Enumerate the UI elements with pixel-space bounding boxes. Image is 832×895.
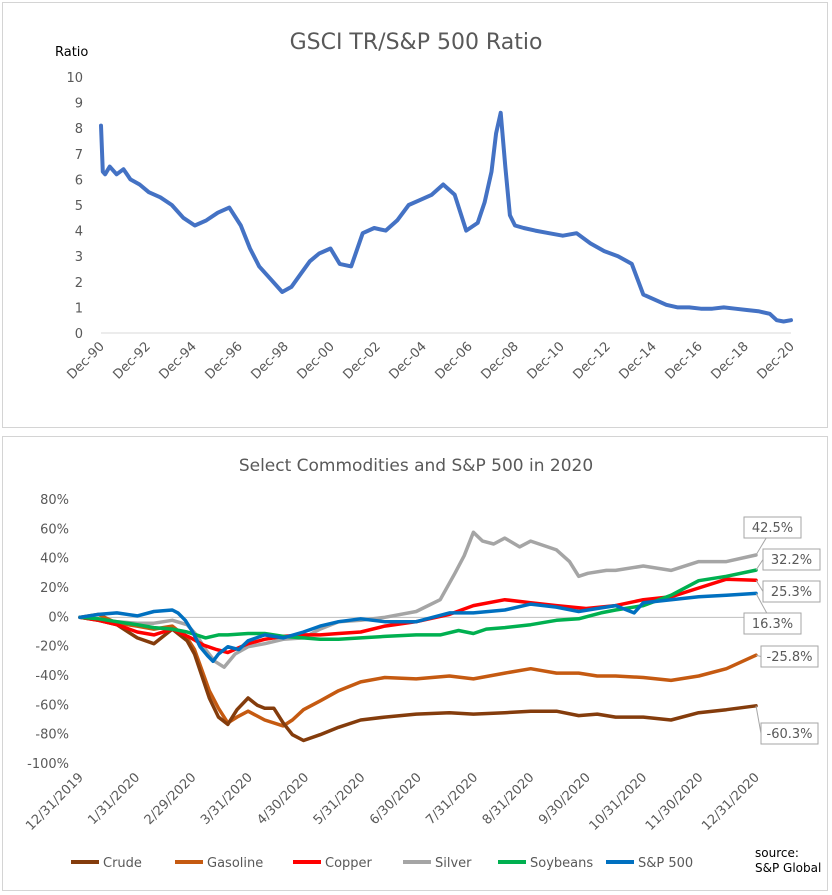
callout-label-crude: -60.3% bbox=[767, 727, 813, 742]
source-note: source: S&P Global bbox=[755, 846, 821, 876]
x-tick-label: Dec-94 bbox=[156, 339, 199, 382]
x-tick-label: Dec-98 bbox=[248, 339, 291, 382]
chart-title: GSCI TR/S&P 500 Ratio bbox=[290, 30, 543, 55]
x-tick-label: Dec-20 bbox=[754, 339, 797, 382]
x-tick-label: Dec-10 bbox=[524, 339, 567, 382]
y-tick-label: 8 bbox=[75, 122, 83, 137]
x-tick-label: Dec-06 bbox=[432, 339, 475, 382]
legend-label-copper: Copper bbox=[325, 856, 373, 871]
x-tick-label: 8/31/2020 bbox=[480, 770, 538, 828]
callout-box bbox=[760, 722, 819, 745]
x-tick-label: Dec-92 bbox=[110, 339, 153, 382]
x-tick-label: Dec-18 bbox=[708, 339, 751, 382]
series-line-soybeans bbox=[78, 568, 758, 642]
callout-leader bbox=[755, 705, 762, 734]
x-tick-label: Dec-12 bbox=[570, 339, 613, 382]
y-tick-label: 6 bbox=[75, 173, 83, 188]
ratio-chart: GSCI TR/S&P 500 Ratio Ratio 0 1 2 3 4 5 6 7 8 9 10 De… bbox=[55, 30, 798, 383]
legend-label-silver: Silver bbox=[435, 856, 472, 871]
y-tick-label: 1 bbox=[75, 301, 83, 316]
y-tick-label: 2 bbox=[75, 276, 83, 291]
ratio-series-line bbox=[99, 110, 793, 324]
x-tick-label: Dec-14 bbox=[616, 339, 659, 382]
x-tick-label: 7/31/2020 bbox=[423, 770, 481, 828]
x-tick-label: 1/31/2020 bbox=[85, 770, 143, 828]
x-tick-label: 3/31/2020 bbox=[198, 770, 256, 828]
y-tick-label: 9 bbox=[75, 97, 83, 112]
y-tick-label: 40% bbox=[40, 552, 69, 567]
y-tick-label: 0 bbox=[75, 327, 83, 342]
x-tick-label: Dec-04 bbox=[386, 339, 429, 382]
x-tick-label: Dec-96 bbox=[202, 339, 245, 382]
y-tick-label: -20% bbox=[35, 640, 69, 655]
callout-label-silver: 42.5% bbox=[752, 521, 793, 536]
x-tick-label: Dec-90 bbox=[64, 339, 107, 382]
callout-label-gasoline: -25.8% bbox=[767, 650, 813, 665]
y-tick-label: 10 bbox=[66, 71, 83, 86]
y-tick-label: 5 bbox=[75, 199, 83, 214]
legend-label-s-p-500: S&P 500 bbox=[638, 856, 693, 871]
callout-leader bbox=[755, 579, 764, 592]
x-tick-label: 2/29/2020 bbox=[142, 770, 200, 828]
y-tick-label: 60% bbox=[40, 522, 69, 537]
x-tick-label: Dec-02 bbox=[340, 339, 383, 382]
series-line-s-p-500 bbox=[78, 591, 758, 664]
x-tick-label: 12/31/2019 bbox=[23, 770, 87, 834]
x-tick-label: 4/30/2020 bbox=[254, 770, 312, 828]
ratio-chart-panel: GSCI TR/S&P 500 Ratio Ratio 0 1 2 3 4 5 6 7 8 9 10 De… bbox=[2, 2, 828, 428]
legend-label-gasoline: Gasoline bbox=[207, 856, 263, 871]
x-tick-label: 9/30/2020 bbox=[536, 770, 594, 828]
x-tick-label: 5/31/2020 bbox=[311, 770, 369, 828]
y-tick-label: 0% bbox=[48, 610, 69, 625]
y-tick-label: 3 bbox=[75, 250, 83, 265]
y-tick-label: 80% bbox=[40, 493, 69, 508]
x-tick-label: 11/30/2020 bbox=[643, 770, 707, 834]
callout-label-soybeans: 32.2% bbox=[771, 553, 812, 568]
commodities-chart-panel: Select Commodities and S&P 500 in 2020 -1… bbox=[2, 436, 828, 891]
y-tick-label: -60% bbox=[35, 698, 69, 713]
callout-box bbox=[743, 516, 802, 539]
x-tick-label: Dec-16 bbox=[662, 339, 705, 382]
chart-title: Select Commodities and S&P 500 in 2020 bbox=[239, 456, 593, 476]
y-tick-label: -80% bbox=[35, 728, 69, 743]
callout-box bbox=[762, 548, 821, 571]
callout-box bbox=[760, 645, 819, 668]
source-name: S&P Global bbox=[755, 861, 822, 875]
y-tick-label: -40% bbox=[35, 669, 69, 684]
x-tick-label: Dec-08 bbox=[478, 339, 521, 382]
legend-label-crude: Crude bbox=[103, 856, 142, 871]
x-tick-label: 6/30/2020 bbox=[367, 770, 425, 828]
source-label: source: bbox=[755, 846, 799, 860]
commodities-chart: Select Commodities and S&P 500 in 2020 -1… bbox=[23, 456, 821, 871]
callout-leader bbox=[755, 654, 762, 657]
x-tick-label: 10/31/2020 bbox=[587, 770, 651, 834]
y-axis-label: Ratio bbox=[55, 45, 88, 60]
callout-label-s-p-500: 16.3% bbox=[752, 617, 793, 632]
callout-box bbox=[743, 612, 802, 635]
callout-leader bbox=[755, 559, 764, 571]
x-tick-label: Dec-00 bbox=[294, 339, 337, 382]
callout-label-copper: 25.3% bbox=[771, 585, 812, 600]
series-line-crude bbox=[78, 615, 758, 743]
y-tick-label: -100% bbox=[27, 757, 69, 772]
y-tick-label: 20% bbox=[40, 581, 69, 596]
y-tick-label: 7 bbox=[75, 148, 83, 163]
x-tick-label: 12/31/2020 bbox=[699, 770, 763, 834]
legend-label-soybeans: Soybeans bbox=[530, 856, 593, 871]
y-tick-label: 4 bbox=[75, 225, 83, 240]
callout-box bbox=[762, 580, 821, 603]
